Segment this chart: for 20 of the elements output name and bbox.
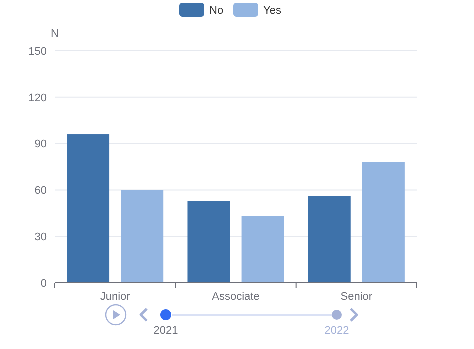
y-tick-label: 60 bbox=[34, 185, 47, 198]
bar bbox=[242, 216, 284, 283]
y-tick-label: 90 bbox=[34, 138, 47, 151]
legend-label: No bbox=[210, 4, 224, 17]
text: 2021 bbox=[154, 325, 178, 337]
x-tick-label: Senior bbox=[340, 291, 373, 303]
x-tick-label: Junior bbox=[100, 291, 131, 303]
bar bbox=[308, 196, 351, 283]
text: 2022 bbox=[324, 325, 350, 337]
y-tick-label: 30 bbox=[34, 231, 47, 244]
y-axis-title: N bbox=[51, 28, 60, 40]
bar bbox=[121, 190, 164, 283]
bar bbox=[67, 134, 110, 283]
bar bbox=[362, 162, 405, 283]
bar bbox=[188, 201, 230, 283]
x-tick-label: Associate bbox=[212, 291, 260, 303]
legend-label: Yes bbox=[264, 4, 282, 17]
y-tick-label: 0 bbox=[40, 278, 47, 290]
y-tick-label: 120 bbox=[28, 92, 47, 104]
y-tick-label: 150 bbox=[28, 46, 47, 58]
